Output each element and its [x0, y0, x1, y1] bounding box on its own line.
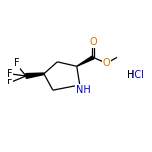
Text: O: O: [89, 37, 97, 47]
Text: F: F: [7, 69, 12, 79]
Text: H: H: [128, 69, 135, 79]
Polygon shape: [77, 56, 94, 66]
Text: HCl: HCl: [128, 69, 144, 79]
Text: O: O: [103, 58, 110, 68]
Text: F: F: [14, 58, 20, 68]
Text: NH: NH: [76, 85, 90, 95]
Text: F: F: [7, 76, 12, 86]
Polygon shape: [26, 73, 44, 78]
